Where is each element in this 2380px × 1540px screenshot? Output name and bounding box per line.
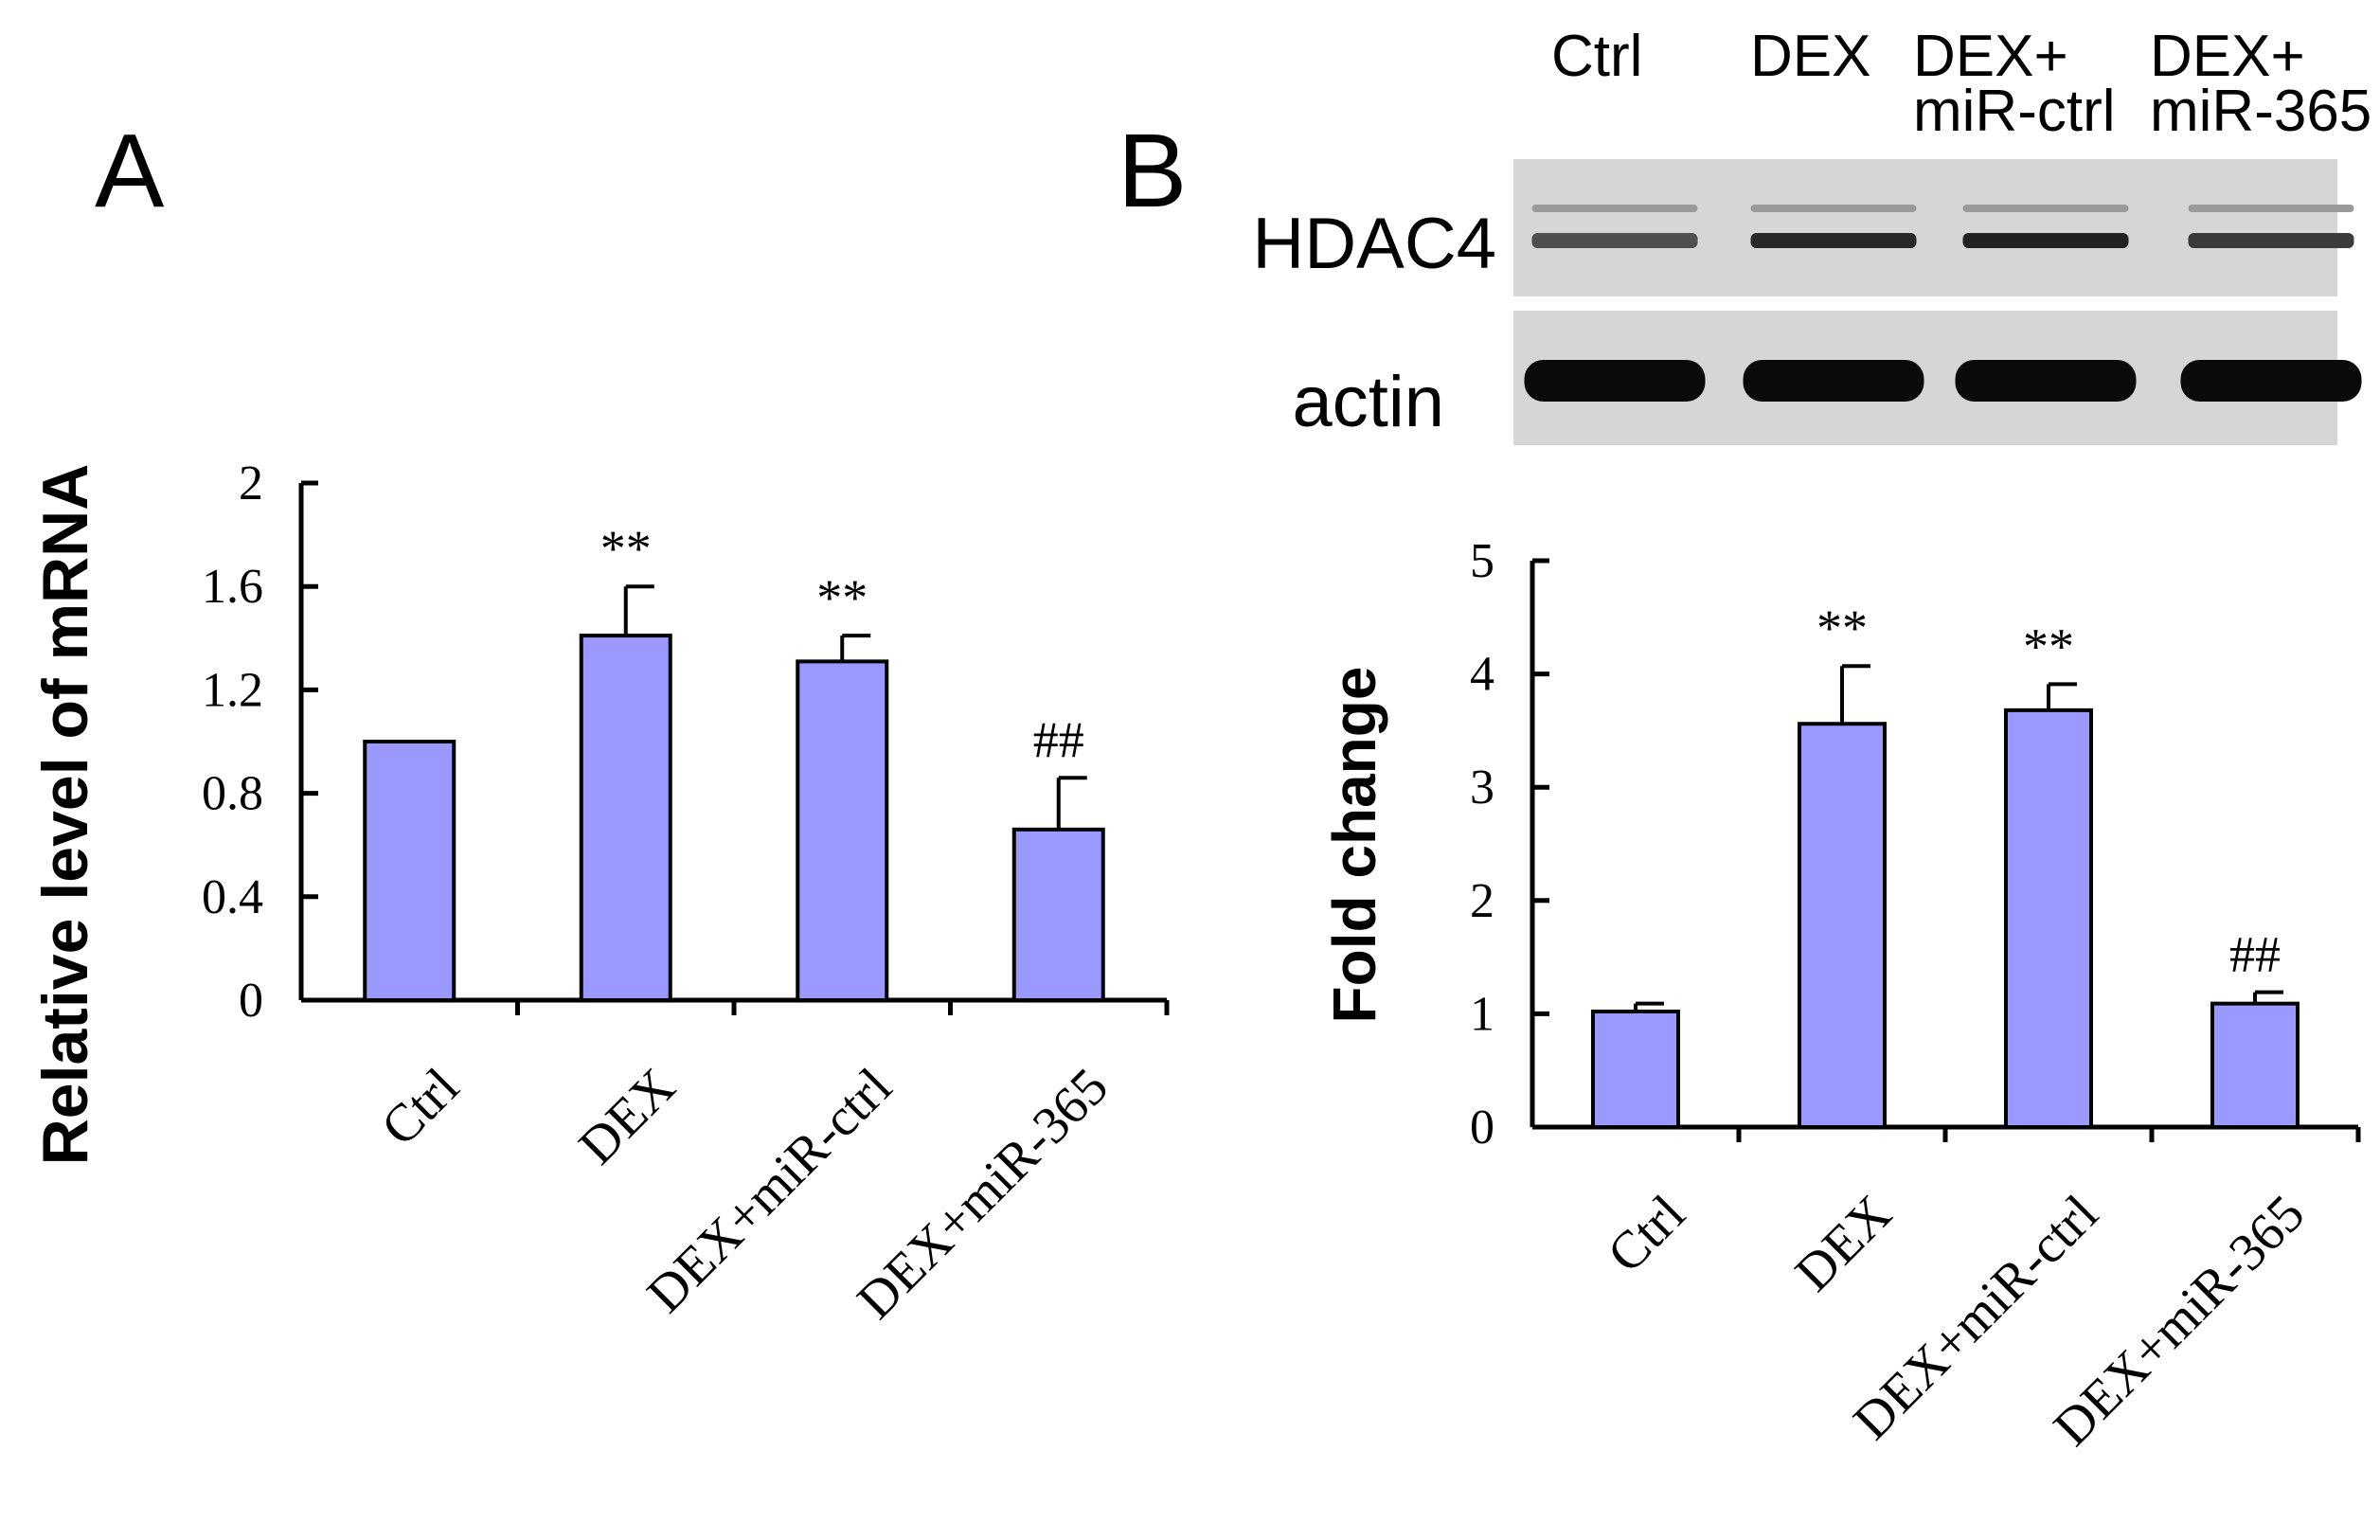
x-tick-label: Ctrl — [1597, 1184, 1696, 1283]
blot-lane-label: Ctrl — [1551, 24, 1642, 89]
bar — [579, 634, 672, 1002]
panel-a-label: A — [95, 113, 165, 229]
y-tick-label: 0 — [1470, 1101, 1494, 1155]
y-tick-label: 2 — [239, 457, 263, 510]
y-axis-title: Relative level of mRNA — [29, 464, 101, 1166]
actin-band — [1743, 360, 1924, 402]
bar — [1591, 1010, 1680, 1130]
actin-band — [1524, 360, 1706, 402]
bar — [1011, 827, 1105, 1002]
blot-lane-label: DEX+ — [2150, 24, 2305, 89]
significance-label: ** — [1816, 600, 1868, 656]
panel-b-label: B — [1118, 113, 1187, 229]
significance-label: ## — [1033, 711, 1084, 768]
significance-label: ## — [2229, 926, 2281, 983]
hdac4-band — [1531, 233, 1698, 248]
y-tick-label: 0 — [239, 974, 263, 1028]
y-tick-label: 4 — [1470, 648, 1494, 702]
y-tick-label: 1.2 — [202, 663, 263, 717]
blot-row-label: actin — [1292, 362, 1444, 442]
upper-band — [1531, 205, 1698, 212]
y-tick-label: 3 — [1470, 761, 1494, 815]
hdac4-band — [2188, 233, 2354, 248]
blot-lane-label: miR-365 — [2150, 79, 2371, 144]
significance-label: ** — [816, 569, 868, 626]
x-tick-label: Ctrl — [370, 1057, 470, 1156]
blot-row-label: HDAC4 — [1252, 204, 1496, 284]
y-tick-label: 5 — [1470, 534, 1494, 588]
y-tick-label: 2 — [1470, 874, 1494, 928]
blot-lane-label: DEX+ — [1913, 24, 2068, 89]
blot-lane-label: miR-ctrl — [1913, 79, 2116, 144]
x-tick-label: DEX — [1784, 1184, 1903, 1302]
y-tick-label: 1 — [1470, 987, 1494, 1041]
blot-strip — [1513, 159, 2337, 296]
significance-label: ** — [2023, 618, 2074, 674]
bar — [363, 740, 456, 1002]
x-tick-label: DEX — [568, 1057, 687, 1175]
y-tick-label: 0.4 — [202, 870, 263, 924]
y-tick-label: 1.6 — [202, 560, 263, 614]
y-axis-title: Fold change — [1320, 667, 1388, 1024]
hdac4-band — [1962, 233, 2129, 248]
blot-lane-label: DEX — [1750, 24, 1870, 89]
bar — [2210, 1001, 2299, 1129]
chart-a: 0 0.4 0.8 1.2 1.6 2 Relative level of mRNA Ctrl… — [29, 457, 1170, 1331]
actin-band — [1955, 360, 2137, 402]
bar — [796, 659, 889, 1002]
upper-band — [1962, 205, 2129, 212]
actin-band — [2180, 360, 2362, 402]
upper-band — [2188, 205, 2354, 212]
hdac4-band — [1750, 233, 1917, 248]
y-tick-label: 0.8 — [202, 767, 263, 821]
bar — [2004, 707, 2093, 1129]
significance-label: ** — [600, 520, 652, 577]
bar — [1798, 722, 1887, 1129]
upper-band — [1750, 205, 1917, 212]
